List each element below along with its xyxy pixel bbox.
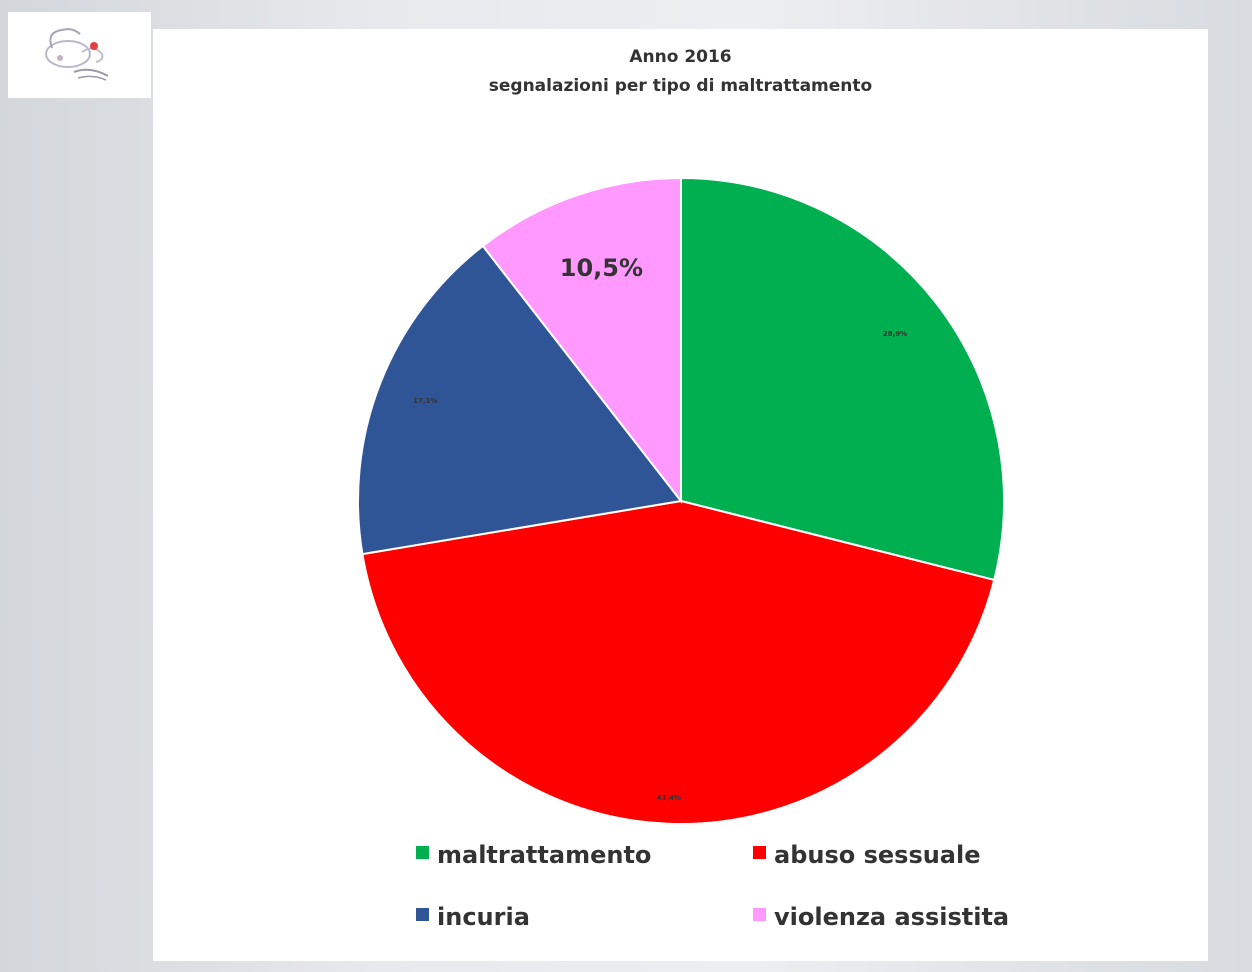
data-label-incuria: 17,1% <box>413 397 437 405</box>
logo-panel <box>8 12 151 98</box>
pie-slice-abuso-sessuale <box>361 499 996 825</box>
pie-slice-incuria <box>357 244 683 556</box>
data-label-maltrattamento: 28,9% <box>883 330 907 338</box>
data-label-abuso-sessuale: 43,4% <box>657 794 681 802</box>
sheep-logo-icon <box>45 28 109 81</box>
legend-swatch-violenza-assistita <box>753 907 766 921</box>
chart-title: Anno 2016 <box>629 47 732 67</box>
legend-swatch-maltrattamento <box>416 845 429 859</box>
legend-item-maltrattamento: maltrattamento <box>416 841 651 869</box>
data-label-violenza-assistita: 10,5% <box>560 254 643 282</box>
pie-slice-maltrattamento <box>680 176 1005 582</box>
legend-label-abuso-sessuale: abuso sessuale <box>774 841 981 869</box>
legend-label-violenza-assistita: violenza assistita <box>774 903 1010 931</box>
pie-chart: 28,9% 43,4% 17,1% 10,5% <box>357 176 1005 825</box>
legend-item-incuria: incuria <box>416 903 530 931</box>
legend-swatch-incuria <box>416 907 429 921</box>
chart-subtitle: segnalazioni per tipo di maltrattamento <box>488 76 873 96</box>
legend-item-violenza-assistita: violenza assistita <box>753 903 1009 931</box>
pie-slice-violenza-assistita <box>481 176 682 504</box>
legend-swatch-abuso-sessuale <box>753 845 766 859</box>
chart-slide: Anno 2016 segnalazioni per tipo di maltr… <box>153 29 1208 961</box>
legend-label-maltrattamento: maltrattamento <box>437 841 652 869</box>
legend-item-abuso-sessuale: abuso sessuale <box>753 841 981 869</box>
legend-label-incuria: incuria <box>437 903 530 931</box>
